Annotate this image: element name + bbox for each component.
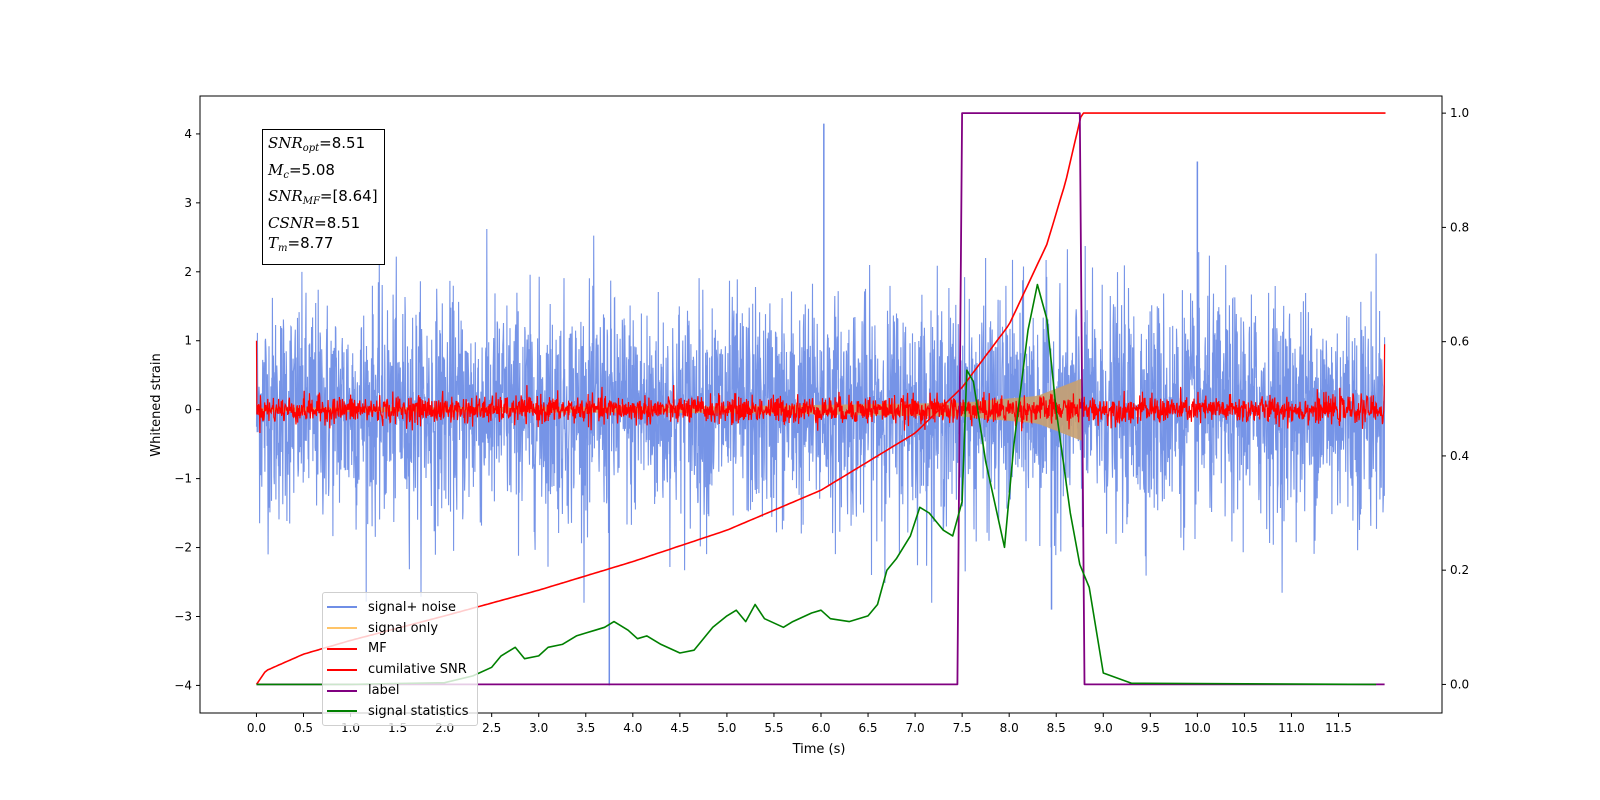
x-tick-label: 7.5: [953, 721, 972, 735]
y-tick-label-left: 3: [184, 196, 192, 210]
x-tick-label: 0.5: [294, 721, 313, 735]
x-tick-label: 10.0: [1184, 721, 1211, 735]
legend-label: signal only: [368, 620, 439, 636]
legend-label: label: [368, 683, 400, 699]
snr-mf-line: SNRMF=[8.64]: [268, 187, 378, 207]
y-tick-label-right: 0.4: [1450, 449, 1469, 463]
y-tick-label-left: 0: [184, 403, 192, 417]
legend-swatch: [327, 627, 357, 630]
legend-swatch: [327, 689, 357, 692]
legend-label: signal+ noise: [368, 599, 457, 615]
series-signal-only: [256, 378, 1082, 441]
y-tick-label-right: 1.0: [1450, 106, 1469, 120]
y-tick-label-left: −1: [174, 472, 192, 486]
x-tick-label: 0.0: [247, 721, 266, 735]
x-tick-label: 6.0: [811, 721, 830, 735]
y-axis-right: 1.0 0.8 0.6 0.4 0.2 0.0: [1442, 106, 1469, 691]
mc-line: Mc=5.08: [268, 160, 335, 181]
series-signal-noise: [255, 228, 1386, 603]
y-tick-label-right: 0.2: [1450, 563, 1469, 577]
snr-opt-line: SNRopt=8.51: [268, 134, 366, 154]
tm-line: Tm=8.77: [268, 234, 334, 254]
legend-swatch: [327, 668, 357, 671]
legend-label: signal statistics: [368, 703, 469, 719]
y-tick-label-left: −4: [174, 678, 192, 692]
legend-item: MF: [323, 639, 477, 660]
x-tick-label: 8.5: [1047, 721, 1066, 735]
y-tick-label-left: 2: [184, 265, 192, 279]
y-tick-label-left: 1: [184, 334, 192, 348]
legend: signal+ noise signal only MF cumilative …: [322, 592, 478, 726]
x-tick-label: 2.5: [482, 721, 501, 735]
y-tick-label-right: 0.8: [1450, 220, 1469, 234]
y-tick-label-right: 0.0: [1450, 677, 1469, 691]
x-tick-label: 7.0: [906, 721, 925, 735]
x-tick-label: 9.5: [1141, 721, 1160, 735]
legend-swatch: [327, 647, 357, 650]
x-tick-label: 5.5: [764, 721, 783, 735]
legend-item: signal statistics: [323, 701, 477, 722]
y-tick-label-left: −2: [174, 541, 192, 555]
y-tick-label-left: −3: [174, 609, 192, 623]
y-axis-label: Whitened strain: [149, 353, 164, 456]
y-tick-label-left: 4: [184, 127, 192, 141]
x-tick-label: 11.5: [1325, 721, 1352, 735]
legend-label: cumilative SNR: [368, 662, 467, 678]
x-tick-label: 9.0: [1094, 721, 1113, 735]
x-tick-label: 4.5: [670, 721, 689, 735]
x-tick-label: 5.0: [717, 721, 736, 735]
y-axis-left: 4 3 2 1 0 −1 −2 −3 −4: [174, 127, 200, 692]
x-tick-label: 4.0: [623, 721, 642, 735]
legend-label: MF: [368, 641, 387, 657]
x-tick-label: 3.5: [576, 721, 595, 735]
x-tick-label: 3.0: [529, 721, 548, 735]
legend-swatch: [327, 606, 357, 609]
x-tick-label: 10.5: [1231, 721, 1258, 735]
x-axis-label: Time (s): [792, 742, 846, 757]
legend-swatch: [327, 710, 357, 713]
x-tick-label: 8.0: [1000, 721, 1019, 735]
annotation-box: SNRopt=8.51 Mc=5.08 SNRMF=[8.64] CSNR=8.…: [262, 129, 385, 265]
legend-item: label: [323, 680, 477, 701]
series-label: [256, 112, 1385, 686]
y-tick-label-right: 0.6: [1450, 335, 1469, 349]
series-signal-statistics: [256, 283, 1377, 686]
x-tick-label: 6.5: [858, 721, 877, 735]
csnr-line: CSNR=8.51: [268, 213, 361, 232]
x-tick-label: 11.0: [1278, 721, 1305, 735]
series-mf: [255, 340, 1386, 434]
legend-item: signal+ noise: [323, 597, 477, 618]
legend-item: signal only: [323, 618, 477, 639]
legend-item: cumilative SNR: [323, 659, 477, 680]
